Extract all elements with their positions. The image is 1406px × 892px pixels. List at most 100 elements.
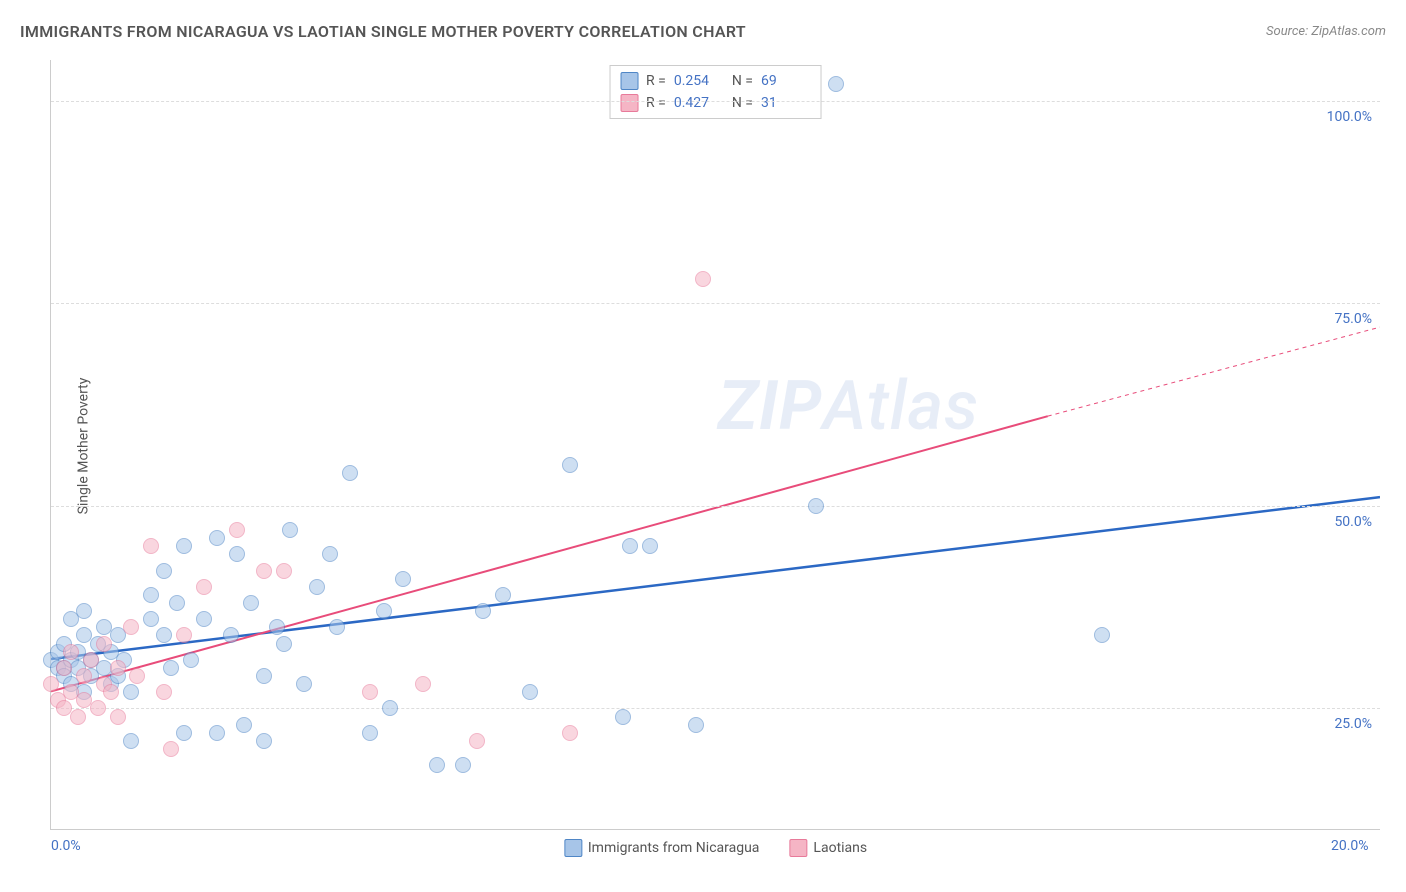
y-tick-label: 75.0% bbox=[1334, 311, 1372, 327]
stat-row-nicaragua: R = 0.254 N = 69 bbox=[620, 70, 811, 92]
data-point bbox=[209, 530, 225, 546]
data-point bbox=[176, 538, 192, 554]
data-point bbox=[362, 725, 378, 741]
data-point bbox=[236, 717, 252, 733]
data-point bbox=[56, 660, 72, 676]
data-point bbox=[695, 271, 711, 287]
data-point bbox=[76, 668, 92, 684]
data-point bbox=[322, 546, 338, 562]
data-point bbox=[495, 587, 511, 603]
legend-label-laotians: Laotians bbox=[813, 840, 867, 856]
y-tick-label: 25.0% bbox=[1334, 716, 1372, 732]
legend-label-nicaragua: Immigrants from Nicaragua bbox=[588, 840, 760, 856]
data-point bbox=[329, 619, 345, 635]
watermark: ZIPAtlas bbox=[718, 366, 979, 446]
data-point bbox=[229, 546, 245, 562]
data-point bbox=[110, 660, 126, 676]
watermark-bold: ZIP bbox=[718, 366, 823, 446]
data-point bbox=[256, 668, 272, 684]
data-point bbox=[688, 717, 704, 733]
data-point bbox=[103, 684, 119, 700]
data-point bbox=[562, 457, 578, 473]
data-point bbox=[615, 709, 631, 725]
data-point bbox=[143, 611, 159, 627]
data-point bbox=[163, 741, 179, 757]
data-point bbox=[229, 522, 245, 538]
data-point bbox=[382, 700, 398, 716]
data-point bbox=[309, 579, 325, 595]
scatter-plot: ZIPAtlas R = 0.254 N = 69 R = 0.427 N = … bbox=[50, 60, 1380, 830]
data-point bbox=[828, 76, 844, 92]
data-point bbox=[156, 684, 172, 700]
swatch-nicaragua-bottom bbox=[564, 839, 582, 857]
data-point bbox=[176, 725, 192, 741]
gridline bbox=[51, 708, 1380, 709]
data-point bbox=[70, 709, 86, 725]
swatch-laotians-bottom bbox=[789, 839, 807, 857]
watermark-light: Atlas bbox=[823, 366, 979, 446]
gridline bbox=[51, 506, 1380, 507]
data-point bbox=[123, 684, 139, 700]
swatch-laotians bbox=[620, 94, 638, 112]
data-point bbox=[376, 603, 392, 619]
data-point bbox=[76, 603, 92, 619]
data-point bbox=[276, 563, 292, 579]
data-point bbox=[183, 652, 199, 668]
data-point bbox=[143, 587, 159, 603]
data-point bbox=[143, 538, 159, 554]
data-point bbox=[622, 538, 638, 554]
chart-title: IMMIGRANTS FROM NICARAGUA VS LAOTIAN SIN… bbox=[20, 22, 746, 41]
data-point bbox=[642, 538, 658, 554]
data-point bbox=[469, 733, 485, 749]
data-point bbox=[123, 733, 139, 749]
data-point bbox=[269, 619, 285, 635]
data-point bbox=[362, 684, 378, 700]
data-point bbox=[296, 676, 312, 692]
data-point bbox=[342, 465, 358, 481]
data-point bbox=[429, 757, 445, 773]
trend-lines bbox=[51, 60, 1380, 829]
data-point bbox=[415, 676, 431, 692]
data-point bbox=[808, 498, 824, 514]
x-tick-label: 0.0% bbox=[51, 838, 81, 854]
data-point bbox=[475, 603, 491, 619]
data-point bbox=[163, 660, 179, 676]
gridline bbox=[51, 101, 1380, 102]
source-label: Source: ZipAtlas.com bbox=[1266, 24, 1386, 39]
data-point bbox=[276, 636, 292, 652]
bottom-legend: Immigrants from Nicaragua Laotians bbox=[564, 839, 867, 857]
data-point bbox=[123, 619, 139, 635]
data-point bbox=[96, 636, 112, 652]
swatch-nicaragua bbox=[620, 72, 638, 90]
data-point bbox=[176, 627, 192, 643]
stat-row-laotians: R = 0.427 N = 31 bbox=[620, 92, 811, 114]
data-point bbox=[129, 668, 145, 684]
n-value-nicaragua: 69 bbox=[761, 73, 811, 89]
data-point bbox=[156, 563, 172, 579]
data-point bbox=[209, 725, 225, 741]
n-value-laotians: 31 bbox=[761, 95, 811, 111]
data-point bbox=[223, 627, 239, 643]
data-point bbox=[83, 652, 99, 668]
x-tick-label: 20.0% bbox=[1331, 838, 1369, 854]
data-point bbox=[110, 709, 126, 725]
data-point bbox=[455, 757, 471, 773]
data-point bbox=[196, 579, 212, 595]
r-value-laotians: 0.427 bbox=[674, 95, 724, 111]
data-point bbox=[562, 725, 578, 741]
data-point bbox=[63, 644, 79, 660]
data-point bbox=[256, 563, 272, 579]
title-bar: IMMIGRANTS FROM NICARAGUA VS LAOTIAN SIN… bbox=[20, 22, 1386, 41]
r-value-nicaragua: 0.254 bbox=[674, 73, 724, 89]
gridline bbox=[51, 303, 1380, 304]
data-point bbox=[256, 733, 272, 749]
data-point bbox=[243, 595, 259, 611]
data-point bbox=[43, 676, 59, 692]
data-point bbox=[156, 627, 172, 643]
data-point bbox=[282, 522, 298, 538]
y-tick-label: 100.0% bbox=[1327, 109, 1372, 125]
data-point bbox=[395, 571, 411, 587]
data-point bbox=[1094, 627, 1110, 643]
data-point bbox=[522, 684, 538, 700]
legend-item-laotians: Laotians bbox=[789, 839, 867, 857]
